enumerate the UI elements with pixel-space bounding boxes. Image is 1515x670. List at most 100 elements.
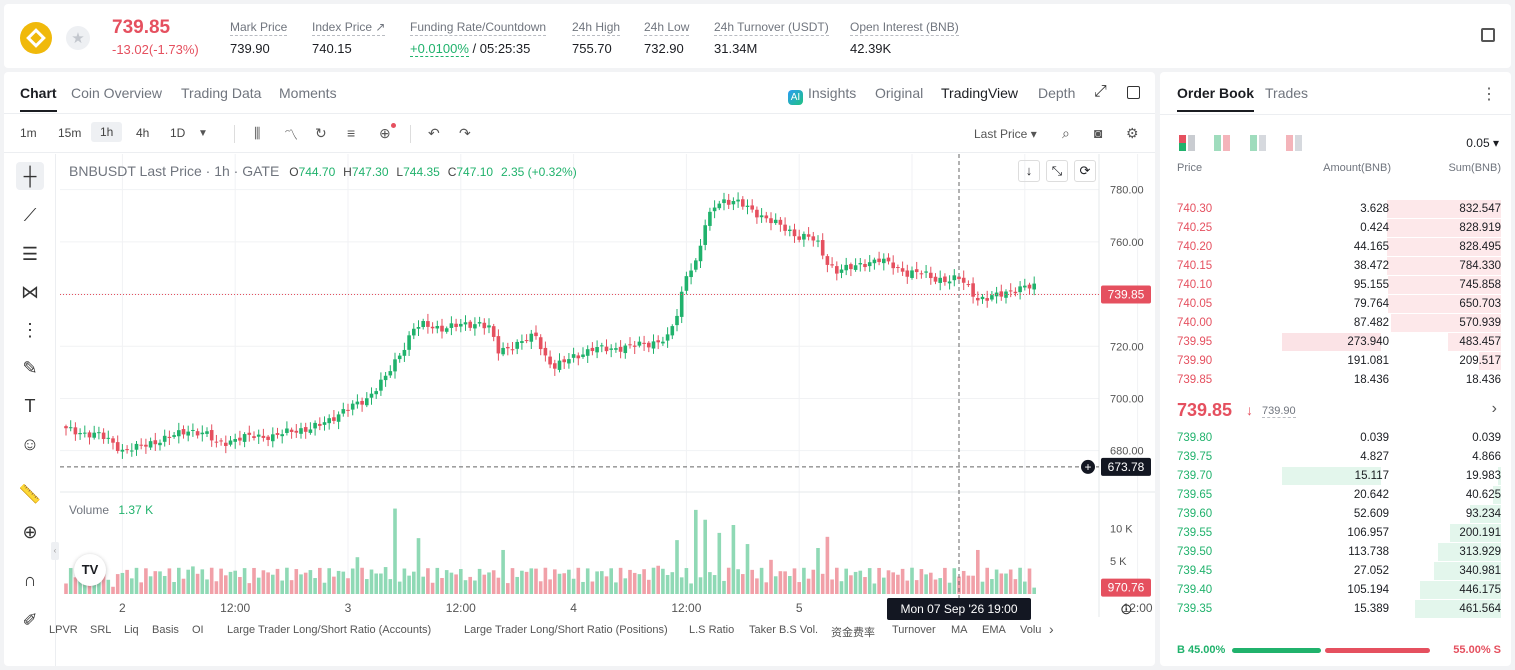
bid-row[interactable]: 739.35 15.389 461.564 — [1160, 600, 1511, 619]
indicator-turnover[interactable]: Turnover — [892, 624, 936, 636]
view-asks-only-icon[interactable] — [1286, 135, 1302, 151]
volume-bar — [487, 572, 491, 594]
insights-button[interactable]: AI Insights — [788, 85, 856, 105]
timeframe-1h[interactable]: 1h — [91, 122, 123, 142]
settings-gear-icon[interactable]: ⚙ — [1126, 125, 1139, 141]
timeframe-4h[interactable]: 4h — [136, 126, 150, 140]
tab-trades[interactable]: Trades — [1265, 85, 1309, 101]
zoom-in-icon[interactable]: ⊕ — [22, 521, 38, 542]
view-bids-only-icon[interactable] — [1250, 135, 1266, 151]
window-icon[interactable] — [1127, 86, 1140, 99]
indicator-srl[interactable]: SRL — [90, 624, 112, 636]
indicator-lpvr[interactable]: LPVR — [49, 624, 78, 636]
ask-row[interactable]: 739.85 18.436 18.436 — [1160, 371, 1511, 390]
draw-lock-icon[interactable]: ✐ — [22, 609, 38, 630]
indicator-funding-rate[interactable]: 资金费率 — [831, 627, 875, 639]
more-menu-icon[interactable]: ⋮ — [1481, 86, 1497, 103]
tab-moments[interactable]: Moments — [279, 85, 337, 101]
timeframe-1m[interactable]: 1m — [20, 126, 37, 140]
scroll-right-icon[interactable]: › — [1049, 621, 1054, 637]
indicator-trader-accounts[interactable]: Large Trader Long/Short Ratio (Accounts) — [227, 624, 432, 636]
tab-coin-overview[interactable]: Coin Overview — [71, 85, 163, 101]
indicator-oi[interactable]: OI — [192, 624, 204, 636]
collapse-icon[interactable]: ⤡ — [1046, 160, 1068, 182]
book-icon[interactable] — [1481, 28, 1495, 42]
expand-icon[interactable]: ⤢ — [1094, 83, 1107, 100]
add-compare-icon[interactable]: ⊕ — [379, 123, 396, 142]
tradingview-logo-icon[interactable]: TV — [74, 554, 106, 586]
indicator-taker-vol[interactable]: Taker B.S Vol. — [749, 624, 819, 636]
view-tradingview[interactable]: TradingView — [941, 85, 1019, 101]
brush-icon[interactable]: ✎ — [22, 357, 38, 378]
search-icon[interactable]: ⌕ — [1062, 125, 1070, 141]
stat-index-price[interactable]: Index Price ↗ 740.15 — [312, 18, 386, 56]
indicator-liq[interactable]: Liq — [124, 624, 139, 636]
ask-row[interactable]: 740.15 38.472 784.330 — [1160, 257, 1511, 276]
magnet-icon[interactable]: ∩ — [23, 569, 37, 590]
view-original[interactable]: Original — [875, 85, 924, 101]
ask-row[interactable]: 740.05 79.764 650.703 — [1160, 295, 1511, 314]
emoji-icon[interactable]: ☺ — [20, 433, 40, 454]
ask-row[interactable]: 740.20 44.165 828.495 — [1160, 238, 1511, 257]
text-icon[interactable]: T — [24, 395, 36, 416]
scroll-down-icon[interactable]: ↓ — [1018, 160, 1040, 182]
legend-symbol[interactable]: BNBUSDT Last Price · 1h · GATE — [69, 163, 280, 179]
timeframe-dropdown-icon[interactable]: ▼ — [198, 128, 208, 139]
collapse-left-icon[interactable]: ‹ — [51, 542, 59, 560]
tab-trading-data[interactable]: Trading Data — [181, 85, 262, 101]
indicator-basis[interactable]: Basis — [152, 624, 179, 636]
price-type-select[interactable]: Last Price ▾ — [974, 127, 1037, 141]
stat-label[interactable]: Index Price ↗ — [312, 20, 386, 36]
ask-row[interactable]: 739.90 191.081 209.517 — [1160, 352, 1511, 371]
view-bids-icon[interactable] — [1214, 135, 1230, 151]
bid-row[interactable]: 739.40 105.194 446.175 — [1160, 581, 1511, 600]
replay-icon[interactable]: ↻ — [315, 125, 327, 141]
ask-row[interactable]: 740.10 95.155 745.858 — [1160, 276, 1511, 295]
chevron-right-icon[interactable]: › — [1491, 400, 1497, 417]
precision-select[interactable]: 0.05 ▾ — [1466, 136, 1499, 150]
ask-row[interactable]: 739.95 273.940 483.457 — [1160, 333, 1511, 352]
indicator-ema[interactable]: EMA — [982, 624, 1006, 636]
view-depth[interactable]: Depth — [1038, 85, 1076, 101]
indicator-trader-positions[interactable]: Large Trader Long/Short Ratio (Positions… — [464, 624, 668, 636]
bid-row[interactable]: 739.70 15.117 19.983 — [1160, 467, 1511, 486]
bid-row[interactable]: 739.75 4.827 4.866 — [1160, 448, 1511, 467]
undo-icon[interactable]: ↶ — [428, 125, 440, 141]
ask-row[interactable]: 740.25 0.424 828.919 — [1160, 219, 1511, 238]
ask-row[interactable]: 740.30 3.628 832.547 — [1160, 200, 1511, 219]
horizontal-lines-icon[interactable]: ☰ — [21, 243, 39, 264]
fib-icon[interactable]: ⋮ — [21, 319, 39, 340]
indicator-volume[interactable]: Volu — [1020, 624, 1042, 636]
camera-icon[interactable]: ◙ — [1094, 125, 1103, 141]
auto-scale-icon[interactable]: ⊙ — [1120, 601, 1133, 618]
favorite-star-icon[interactable]: ★ — [66, 26, 90, 50]
indicator-ma[interactable]: MA — [951, 624, 968, 636]
trend-line-icon[interactable]: ⟋ — [23, 204, 37, 225]
bid-row[interactable]: 739.50 113.738 313.929 — [1160, 543, 1511, 562]
tab-chart[interactable]: Chart — [20, 85, 57, 112]
bid-row[interactable]: 739.80 0.039 0.039 — [1160, 429, 1511, 448]
price-chart[interactable]: 212:00312:00412:00512:00612:00712:00780.… — [4, 72, 1155, 666]
timeframe-15m[interactable]: 15m — [58, 126, 82, 140]
redo-icon[interactable]: ↷ — [459, 125, 471, 141]
indicator-ls-ratio[interactable]: L.S Ratio — [689, 624, 735, 636]
x-tick-label: 4 — [570, 601, 577, 615]
indicators-icon[interactable]: 〽 — [284, 127, 298, 143]
tab-order-book[interactable]: Order Book — [1177, 85, 1255, 112]
candle-type-icon[interactable]: ⫼ — [254, 125, 261, 141]
bid-row[interactable]: 739.45 27.052 340.981 — [1160, 562, 1511, 581]
volume-bar — [548, 579, 552, 594]
crosshair-icon[interactable]: ┼ — [16, 162, 44, 190]
funding-rate-value[interactable]: +0.0100% — [410, 41, 469, 57]
view-both-icon[interactable] — [1179, 135, 1195, 151]
refresh-icon[interactable]: ⟳ — [1074, 160, 1096, 182]
bid-row[interactable]: 739.60 52.609 93.234 — [1160, 505, 1511, 524]
templates-icon[interactable]: ≡ — [347, 125, 356, 141]
bid-row[interactable]: 739.55 106.957 200.191 — [1160, 524, 1511, 543]
ruler-icon[interactable]: 📏 — [18, 483, 42, 504]
pattern-icon[interactable]: ⋈ — [21, 281, 39, 302]
timeframe-1d[interactable]: 1D — [170, 126, 186, 140]
stat-label: 24h Low — [644, 20, 690, 36]
ask-row[interactable]: 740.00 87.482 570.939 — [1160, 314, 1511, 333]
bid-row[interactable]: 739.65 20.642 40.625 — [1160, 486, 1511, 505]
